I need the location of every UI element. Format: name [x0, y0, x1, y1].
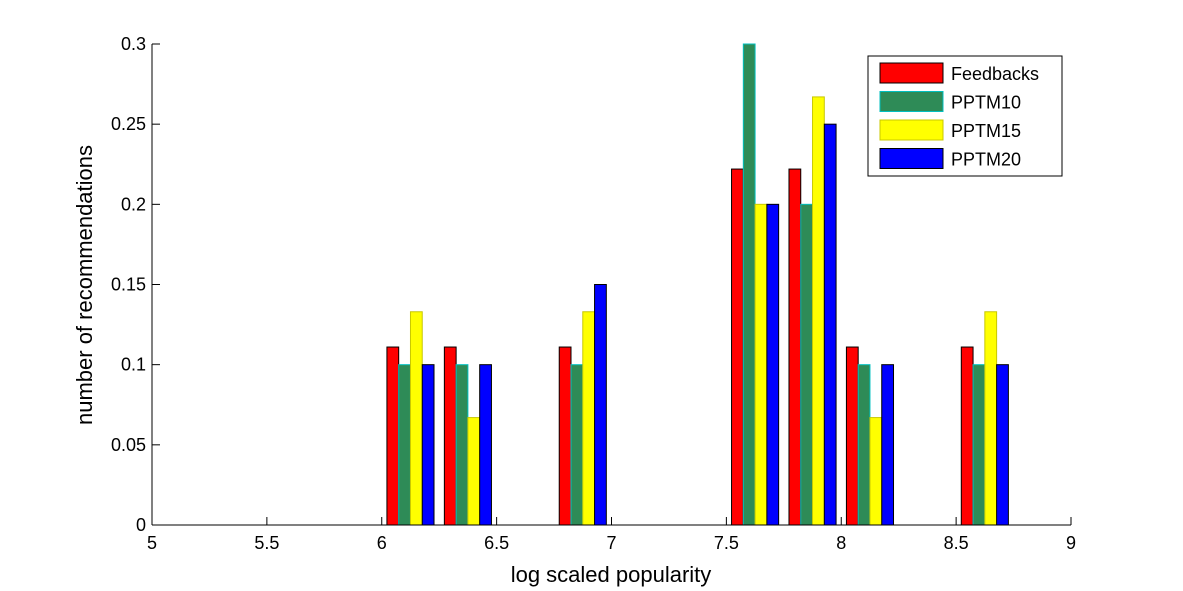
legend-swatch-pptm15 [879, 119, 944, 141]
x-tick-label: 7.5 [714, 533, 739, 553]
x-tick-label: 6 [377, 533, 387, 553]
bar-feedbacks-5 [443, 346, 457, 526]
bar-pptm10-12 [857, 364, 871, 526]
legend-label-pptm15: PPTM15 [951, 121, 1021, 141]
x-tick-label: 8.5 [944, 533, 969, 553]
bar-pptm15-10 [754, 203, 768, 526]
bar-pptm10-11 [800, 203, 814, 526]
bar-feedbacks-14 [960, 346, 974, 526]
bar-feedbacks-4 [386, 346, 400, 526]
y-axis-title: number of recommendations [72, 145, 97, 425]
bar-pptm15-11 [812, 96, 825, 526]
x-tick-label: 6.5 [484, 533, 509, 553]
bar-pptm10-4 [398, 364, 411, 526]
bar-pptm20-10 [766, 203, 780, 526]
bar-feedbacks-7 [558, 346, 572, 526]
bar-pptm10-5 [455, 364, 469, 526]
x-tick-label: 7 [606, 533, 616, 553]
bar-pptm20-12 [881, 364, 895, 526]
bar-feedbacks-11 [788, 168, 802, 526]
y-tick-label: 0 [136, 515, 146, 535]
bar-pptm15-14 [984, 311, 998, 526]
legend-label-pptm10: PPTM10 [951, 93, 1021, 113]
y-tick-label: 0.25 [111, 114, 146, 134]
y-tick-label: 0.1 [121, 355, 146, 375]
x-axis-title: log scaled popularity [511, 562, 712, 587]
x-tick-label: 9 [1066, 533, 1076, 553]
legend-label-feedbacks: Feedbacks [951, 64, 1039, 84]
y-tick-label: 0.2 [121, 194, 146, 214]
bar-pptm20-7 [594, 284, 607, 526]
legend-label-pptm20: PPTM20 [951, 150, 1021, 170]
bar-pptm20-14 [996, 364, 1009, 526]
bar-pptm10-10 [742, 43, 756, 526]
bar-pptm15-4 [409, 311, 423, 526]
bar-pptm20-5 [479, 364, 492, 526]
y-tick-label: 0.3 [121, 34, 146, 54]
bar-pptm15-12 [869, 417, 883, 526]
bar-pptm20-4 [421, 364, 435, 526]
y-tick-label: 0.15 [111, 275, 146, 295]
legend-swatch-pptm20 [879, 148, 944, 169]
x-tick-label: 8 [836, 533, 846, 553]
bar-pptm15-5 [467, 417, 481, 526]
x-tick-label: 5.5 [254, 533, 279, 553]
legend: Feedbacks PPTM10 PPTM15 PPTM20 [867, 55, 1063, 177]
ticks-group: 5 5.5 6 6.5 7 7.5 8 8.5 9 0 0.05 0.1 0.15 0.2 0.25 0.3 [111, 34, 1076, 553]
bar-pptm20-11 [823, 123, 837, 526]
bar-pptm10-7 [570, 364, 584, 526]
bar-pptm10-14 [972, 364, 986, 526]
y-tick-label: 0.05 [111, 435, 146, 455]
bar-feedbacks-12 [845, 346, 859, 526]
legend-swatch-pptm10 [879, 91, 944, 112]
legend-swatch-feedbacks [879, 62, 944, 84]
x-tick-label: 5 [147, 533, 157, 553]
bar-pptm15-7 [582, 311, 596, 526]
bar-feedbacks-10 [731, 168, 744, 526]
